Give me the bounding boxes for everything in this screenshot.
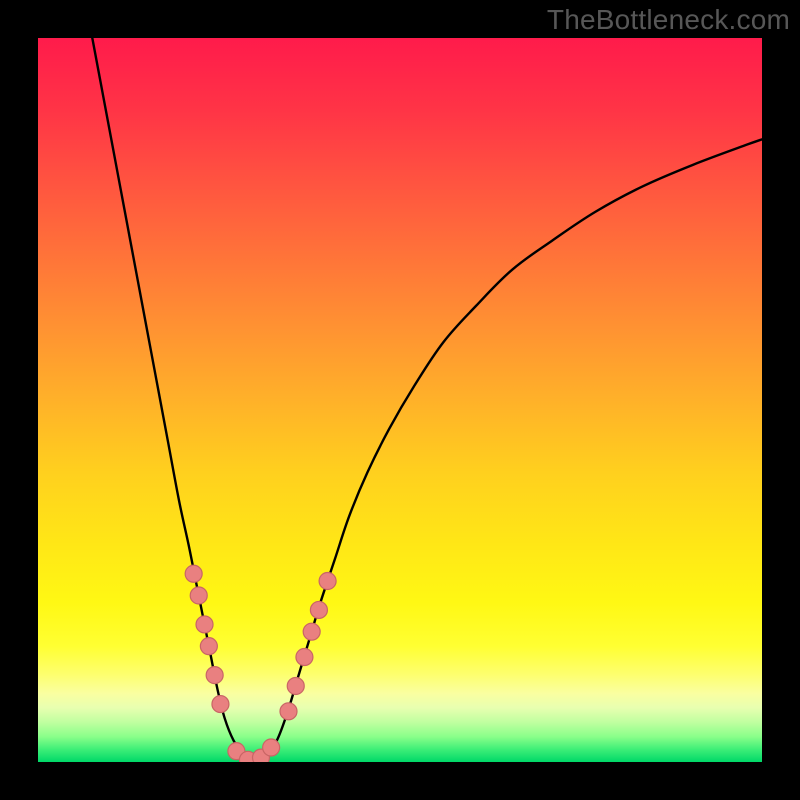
data-marker	[190, 587, 207, 604]
data-marker	[206, 667, 223, 684]
data-marker	[310, 601, 327, 618]
data-marker	[280, 703, 297, 720]
data-marker	[319, 573, 336, 590]
data-marker	[185, 565, 202, 582]
data-marker	[303, 623, 320, 640]
data-marker	[287, 677, 304, 694]
watermark-text: TheBottleneck.com	[547, 4, 790, 36]
data-marker	[263, 739, 280, 756]
data-marker	[296, 649, 313, 666]
data-marker	[212, 696, 229, 713]
data-marker	[196, 616, 213, 633]
data-marker	[200, 638, 217, 655]
plot-background	[38, 38, 762, 762]
bottleneck-curve-chart	[0, 0, 800, 800]
